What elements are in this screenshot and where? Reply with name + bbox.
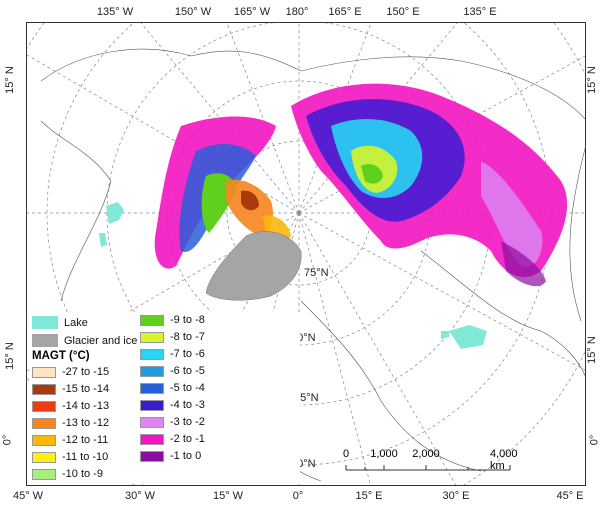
bottom-longitude-label: 30° E — [442, 490, 470, 502]
scale-label: 2,000 — [412, 448, 440, 460]
legend-class-item: -12 to -11 — [32, 434, 108, 446]
top-longitude-label: 135° W — [96, 6, 134, 18]
legend-class-swatch — [140, 450, 164, 462]
legend-lake: Lake — [32, 316, 88, 329]
legend-class-label: -27 to -15 — [62, 366, 110, 378]
legend-class-item: -4 to -3 — [140, 399, 205, 411]
scale-label: 1,000 — [370, 448, 398, 460]
legend-class-item: -14 to -13 — [32, 400, 109, 412]
bottom-longitude-label: 30° W — [124, 490, 156, 502]
top-longitude-label: 165° E — [328, 6, 362, 18]
legend-class-label: -7 to -6 — [170, 348, 205, 360]
legend-class-item: -15 to -14 — [32, 383, 109, 395]
legend-title: MAGT (°C) — [32, 350, 90, 362]
legend-class-item: -2 to -1 — [140, 433, 205, 445]
top-longitude-label: 135° E — [463, 6, 497, 18]
left-latitude-label: 15° N — [3, 342, 16, 370]
coastlines — [40, 48, 585, 482]
legend-class-label: -1 to 0 — [170, 450, 202, 462]
legend-class-item: -8 to -7 — [140, 331, 205, 343]
legend-class-item: -9 to -8 — [140, 314, 205, 326]
bottom-longitude-label: 15° E — [355, 490, 383, 502]
legend-class-label: -13 to -12 — [62, 417, 110, 429]
lake-swatch — [32, 316, 58, 329]
legend-class-item: -11 to -10 — [32, 451, 108, 463]
bottom-longitude-label: 0° — [292, 490, 304, 502]
legend-class-label: -5 to -4 — [170, 382, 205, 394]
lake-label: Lake — [64, 316, 88, 329]
legend-class-label: -8 to -7 — [170, 331, 205, 343]
legend-class-swatch — [140, 433, 164, 445]
legend-class-swatch — [32, 366, 56, 378]
left-latitude-label: 0° — [1, 434, 14, 446]
right-latitude-label: 0° — [588, 434, 600, 446]
right-latitude-label: 15° N — [586, 336, 599, 364]
top-longitude-label: 180° — [285, 6, 309, 18]
legend-class-item: -1 to 0 — [140, 450, 201, 462]
legend-class-swatch — [140, 314, 164, 326]
legend-class-label: -4 to -3 — [170, 399, 205, 411]
top-longitude-label: 150° W — [174, 6, 212, 18]
legend-class-label: -2 to -1 — [170, 433, 205, 445]
legend-class-item: -6 to -5 — [140, 365, 205, 377]
legend-class-swatch — [140, 416, 164, 428]
bottom-longitude-label: 15° W — [212, 490, 244, 502]
legend-class-label: -9 to -8 — [170, 314, 205, 326]
scale-bar-line — [345, 465, 511, 471]
legend-glacier: Glacier and ice — [32, 334, 137, 347]
legend-class-swatch — [32, 383, 56, 395]
legend-class-label: -15 to -14 — [62, 383, 110, 395]
legend-class-label: -14 to -13 — [62, 400, 110, 412]
legend-class-swatch — [32, 451, 56, 463]
legend-class-item: -3 to -2 — [140, 416, 205, 428]
legend-class-label: -12 to -11 — [62, 434, 109, 446]
legend-class-item: -10 to -9 — [32, 468, 103, 480]
glacier-swatch — [32, 334, 58, 347]
bottom-longitude-label: 45° E — [556, 490, 584, 502]
scale-bar: 0 1,000 2,000 4,000 km — [340, 448, 550, 476]
legend-class-item: -27 to -15 — [32, 366, 109, 378]
permafrost-eurasia — [291, 83, 568, 287]
legend-class-label: -3 to -2 — [170, 416, 205, 428]
lakes — [99, 202, 487, 349]
legend-class-item: -5 to -4 — [140, 382, 205, 394]
legend-class-swatch — [32, 468, 56, 480]
glacier-label: Glacier and ice — [64, 334, 138, 347]
scale-label: 4,000 km — [490, 448, 518, 472]
legend: Lake Glacier and ice MAGT (°C) -27 to -1… — [30, 312, 300, 484]
top-longitude-label: 165° W — [233, 6, 271, 18]
right-latitude-label: 15° N — [586, 66, 599, 94]
legend-class-item: -7 to -6 — [140, 348, 205, 360]
legend-class-swatch — [32, 400, 56, 412]
legend-class-label: -11 to -10 — [62, 451, 109, 463]
bottom-longitude-label: 45° W — [12, 490, 44, 502]
legend-class-swatch — [140, 382, 164, 394]
left-latitude-label: 15° N — [3, 66, 16, 94]
legend-class-swatch — [140, 399, 164, 411]
legend-class-swatch — [140, 348, 164, 360]
lat-label-75: 75°N — [304, 267, 329, 279]
legend-class-label: -10 to -9 — [62, 468, 103, 480]
legend-class-swatch — [140, 331, 164, 343]
legend-class-swatch — [140, 365, 164, 377]
greenland-ice — [205, 231, 302, 301]
legend-class-swatch — [32, 417, 56, 429]
top-longitude-label: 150° E — [386, 6, 420, 18]
legend-class-label: -6 to -5 — [170, 365, 205, 377]
scale-label: 0 — [342, 448, 350, 460]
legend-class-item: -13 to -12 — [32, 417, 109, 429]
lat-label-45: 45°N — [294, 392, 319, 404]
legend-class-swatch — [32, 434, 56, 446]
